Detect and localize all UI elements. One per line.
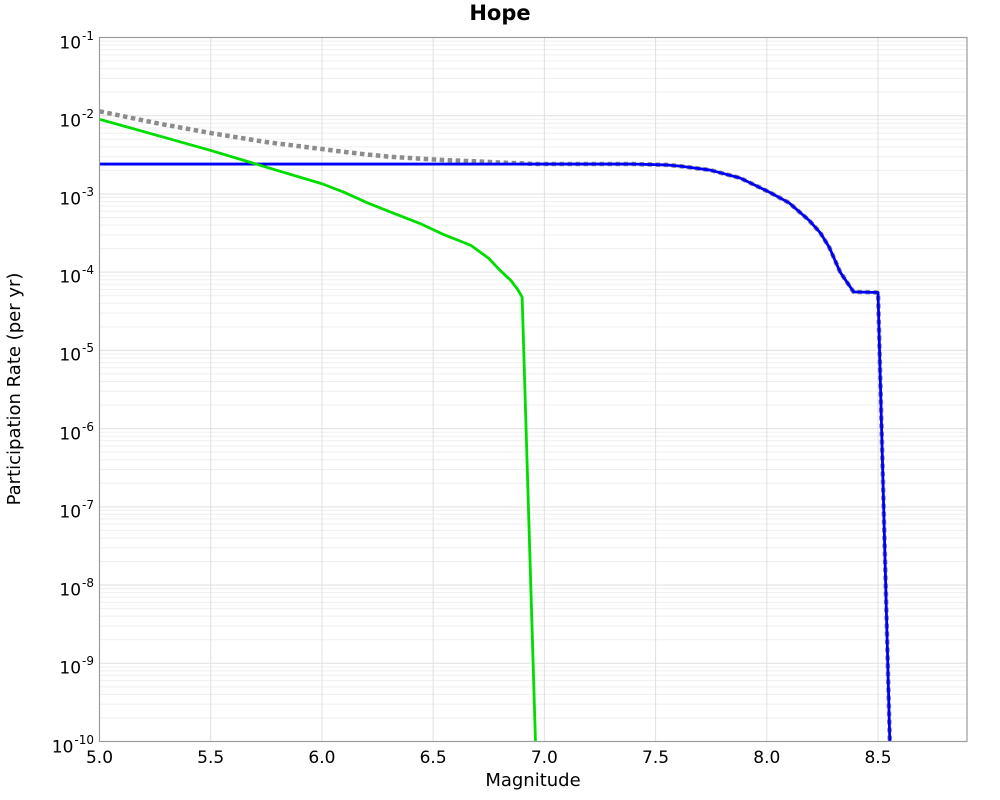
y-tick-label: 10-2 <box>59 106 94 132</box>
y-tick-label: 10-5 <box>59 341 94 367</box>
x-tick-label: 8.5 <box>864 748 892 768</box>
y-tick-label: 10-6 <box>59 419 94 445</box>
y-tick-label: 10-3 <box>59 184 94 210</box>
x-tick-label: 7.5 <box>642 748 670 768</box>
x-tick-label: 8.0 <box>753 748 781 768</box>
chart-title: Hope <box>469 1 531 25</box>
x-tick-label: 5.5 <box>197 748 225 768</box>
y-tick-label: 10-1 <box>59 28 94 54</box>
y-tick-label: 10-8 <box>59 576 94 601</box>
y-tick-label: 10-4 <box>59 263 94 288</box>
x-tick-label: 7.0 <box>530 748 558 768</box>
y-tick-label: 10-7 <box>59 497 94 523</box>
y-tick-label: 10-10 <box>51 732 94 758</box>
y-tick-label: 10-9 <box>59 654 94 679</box>
series-fault-rate-solid-blue <box>99 162 892 742</box>
plot-border <box>98 36 968 743</box>
x-tick-label: 6.5 <box>419 748 447 768</box>
y-axis-title: Participation Rate (per yr) <box>4 272 25 506</box>
series-gridded-rate-solid-green <box>99 117 537 742</box>
x-tick-label: 6.0 <box>308 748 336 768</box>
x-tick-label: 5.0 <box>85 748 114 768</box>
x-axis-title: Magnitude <box>485 770 581 791</box>
